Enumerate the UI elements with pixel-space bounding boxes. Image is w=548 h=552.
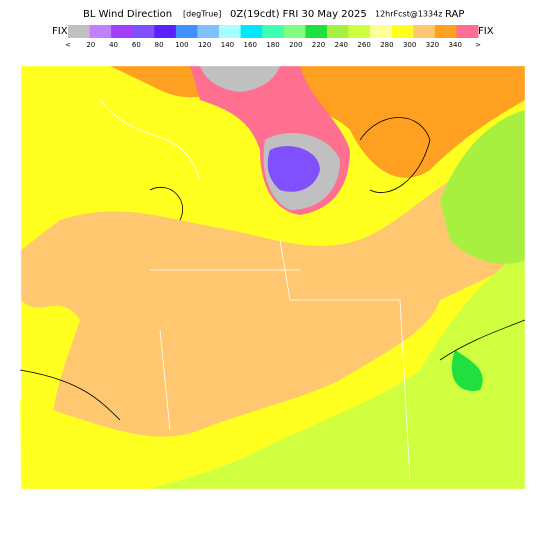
colorbar-label: 280 [380,41,393,49]
colorbar-swatch [89,25,112,38]
model: RAP [445,9,464,20]
colorbar-swatch [348,25,371,38]
colorbar-label: 220 [312,41,325,49]
title: BL Wind Direction [83,9,172,20]
colorbar-swatch [326,25,350,38]
colorbar-swatch [175,25,198,38]
colorbar-label: 40 [109,41,118,49]
colorbar: <20 40 60 80 100 120 140 160 180 200 220 240 260 280 3… [65,25,481,49]
colorbar-label: < [65,41,71,49]
colorbar-swatch [68,25,91,38]
colorbar-swatch [434,25,457,38]
colorbar-swatch [391,25,414,38]
colorbar-label: > [475,41,481,49]
valid-time: 0Z(19cdt) FRI 30 May 2025 [230,9,367,20]
colorbar-label: 200 [289,41,302,49]
colorbar-swatch [262,25,285,38]
colorbar-left-label: FIX [52,26,68,37]
colorbar-label: 260 [357,41,370,49]
colorbar-label: 120 [198,41,211,49]
colorbar-swatch [283,25,306,38]
colorbar-right-label: FIX [478,26,494,37]
colorbar-label: 140 [221,41,234,49]
colorbar-label: 320 [426,41,439,49]
colorbar-swatch [456,25,479,38]
colorbar-label: 240 [335,41,348,49]
colorbar-label: 340 [449,41,462,49]
colorbar-label: 100 [175,41,188,49]
colorbar-label: 20 [86,41,95,49]
colorbar-swatch [197,25,220,38]
colorbar-swatch [370,25,393,38]
colorbar-label: 300 [403,41,416,49]
colorbar-label: 80 [155,41,164,49]
colorbar-label: 60 [132,41,141,49]
units: [degTrue] [183,10,221,19]
colorbar-label: 160 [244,41,257,49]
colorbar-swatch [413,25,436,38]
colorbar-swatch [240,25,263,38]
forecast: 12hrFcst@1334z [375,10,442,19]
colorbar-label: 180 [266,41,279,49]
colorbar-swatch [219,25,242,38]
colorbar-swatch [111,25,134,38]
colorbar-swatch [132,25,155,38]
colorbar-swatch [305,25,328,38]
map [19,65,526,490]
colorbar-swatch [154,25,177,38]
